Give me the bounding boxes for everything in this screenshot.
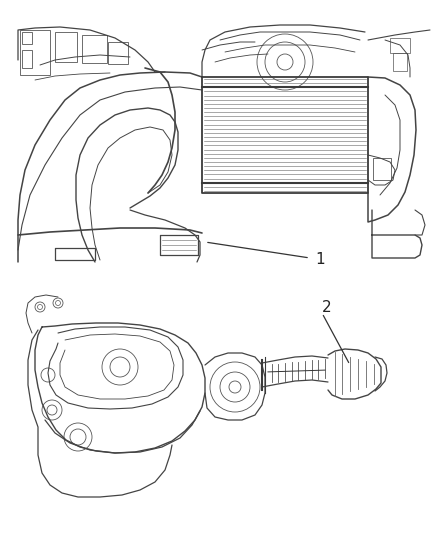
Bar [390,38,410,53]
Bar [82,35,107,63]
Bar [0,0,438,262]
Bar [55,32,77,62]
Bar [393,53,407,71]
Bar [22,32,32,44]
Bar [0,270,438,533]
Bar [22,50,32,68]
Bar [20,30,50,75]
Bar [373,158,391,180]
Text: 1: 1 [315,253,325,268]
Text: 2: 2 [322,301,332,316]
Bar [108,42,128,64]
